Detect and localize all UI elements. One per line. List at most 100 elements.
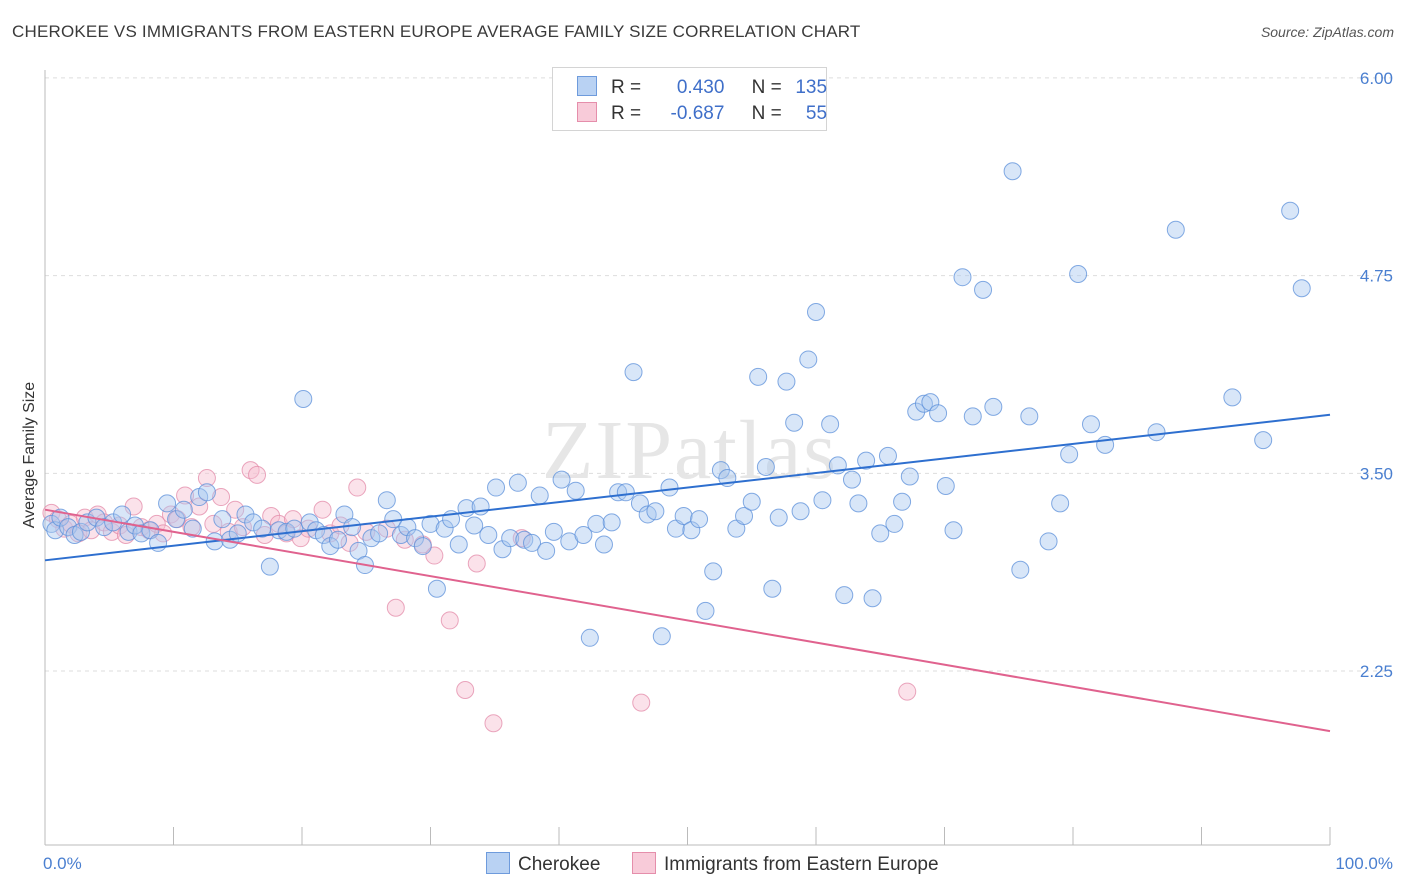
cherokee-point xyxy=(285,519,304,538)
cherokee-point xyxy=(587,514,606,533)
cherokee-point xyxy=(260,557,279,576)
eastern-europe-legend-swatch xyxy=(632,852,656,874)
cherokee-point xyxy=(785,413,804,432)
legend-row-cherokee: R = 0.430 N = 135 xyxy=(577,76,827,98)
x-tick-labels: 0.0% 100.0% xyxy=(43,854,1393,873)
cherokee-point xyxy=(413,537,432,556)
y-tick-label: 4.75 xyxy=(1360,267,1393,286)
eastern-europe-point xyxy=(190,497,209,516)
cherokee-point xyxy=(1060,445,1079,464)
cherokee-point xyxy=(863,589,882,608)
cherokee-point xyxy=(963,407,982,426)
legend-r-value: -0.687 xyxy=(670,103,725,124)
cherokee-point xyxy=(907,402,926,421)
legend-r-label: R = xyxy=(611,103,642,124)
y-tick-label: 3.50 xyxy=(1360,464,1393,483)
gridlines xyxy=(45,77,1392,672)
cherokee-point xyxy=(690,510,709,529)
eastern-europe-point xyxy=(248,465,267,484)
cherokee-point xyxy=(791,502,810,521)
cherokee-point xyxy=(835,586,854,605)
cherokee-point xyxy=(95,518,114,537)
bottom-legend-cherokee: Cherokee xyxy=(486,852,600,876)
legend-row-eastern-europe: R = -0.687 N = 55 xyxy=(577,102,827,124)
cherokee-point xyxy=(328,530,347,549)
cherokee-point xyxy=(71,522,90,541)
cherokee-point xyxy=(479,526,498,544)
cherokee-point xyxy=(974,280,993,299)
eastern-europe-trend-line xyxy=(44,508,1331,733)
cherokee-point xyxy=(406,529,425,548)
eastern-europe-point xyxy=(212,488,231,507)
cherokee-point xyxy=(749,367,768,386)
legend-n-value: 55 xyxy=(805,103,828,124)
cherokee-point xyxy=(244,513,263,532)
legend-n-label: N = xyxy=(751,77,782,98)
cherokee-point xyxy=(530,486,549,505)
eastern-europe-point xyxy=(197,469,216,488)
eastern-europe-point xyxy=(340,533,359,552)
cherokee-point xyxy=(929,404,948,423)
cherokee-point xyxy=(763,579,782,598)
cherokee-point xyxy=(1254,431,1273,450)
cherokee-point xyxy=(377,491,396,510)
cherokee-point xyxy=(885,514,904,533)
trend-lines xyxy=(44,413,1331,733)
cherokee-points xyxy=(42,162,1311,647)
watermark: ZIPatlas xyxy=(542,404,838,497)
cherokee-point xyxy=(1147,423,1166,442)
cherokee-point xyxy=(449,535,468,554)
cherokee-point xyxy=(914,394,933,413)
cherokee-legend-label: Cherokee xyxy=(518,854,601,875)
y-tick-label: 6.00 xyxy=(1360,69,1393,88)
cherokee-point xyxy=(501,529,520,548)
cherokee-point xyxy=(158,494,177,513)
cherokee-point xyxy=(580,628,599,647)
cherokee-point xyxy=(544,522,563,541)
cherokee-point xyxy=(1051,494,1070,513)
cherokee-point xyxy=(487,478,506,497)
cherokee-point xyxy=(1166,220,1185,239)
eastern-europe-point xyxy=(176,486,195,505)
cherokee-point xyxy=(1039,532,1058,551)
cherokee-point xyxy=(1292,279,1311,298)
cherokee-point xyxy=(1011,560,1030,579)
cherokee-point xyxy=(1020,407,1039,426)
cherokee-point xyxy=(465,516,484,535)
eastern-europe-point xyxy=(226,500,245,519)
cherokee-point xyxy=(821,415,840,434)
cherokee-point xyxy=(735,507,754,526)
cherokee-point xyxy=(871,524,890,543)
legend-n-label: N = xyxy=(751,103,782,124)
cherokee-point xyxy=(574,526,593,544)
cherokee-point xyxy=(936,476,955,495)
cherokee-point xyxy=(900,467,919,486)
cherokee-legend-swatch xyxy=(486,852,510,874)
cherokee-point xyxy=(183,519,202,538)
cherokee-point xyxy=(197,483,216,502)
cherokee-point xyxy=(566,481,585,500)
cherokee-point xyxy=(857,451,876,470)
y-tick-label: 2.25 xyxy=(1360,662,1393,681)
eastern-europe-point xyxy=(348,478,367,497)
cherokee-point xyxy=(756,457,775,476)
cherokee-point xyxy=(984,397,1003,416)
eastern-europe-point xyxy=(632,693,651,712)
cherokee-point xyxy=(537,541,556,560)
correlation-legend: R = 0.430 N = 135 R = -0.687 N = 55 xyxy=(552,67,827,131)
cherokee-point xyxy=(769,508,788,527)
cherokee-point xyxy=(370,524,389,543)
eastern-europe-point xyxy=(313,500,332,519)
cherokee-point xyxy=(616,483,635,502)
cherokee-point xyxy=(594,535,613,554)
cherokee-point xyxy=(652,627,671,646)
cherokee-point xyxy=(1281,201,1300,220)
cherokee-point xyxy=(849,494,868,513)
eastern-europe-point xyxy=(116,526,135,544)
eastern-europe-point xyxy=(456,681,475,699)
legend-r-value: 0.430 xyxy=(676,77,725,98)
cherokee-point xyxy=(1069,265,1088,284)
cherokee-point xyxy=(602,513,621,532)
eastern-europe-point xyxy=(262,507,281,526)
